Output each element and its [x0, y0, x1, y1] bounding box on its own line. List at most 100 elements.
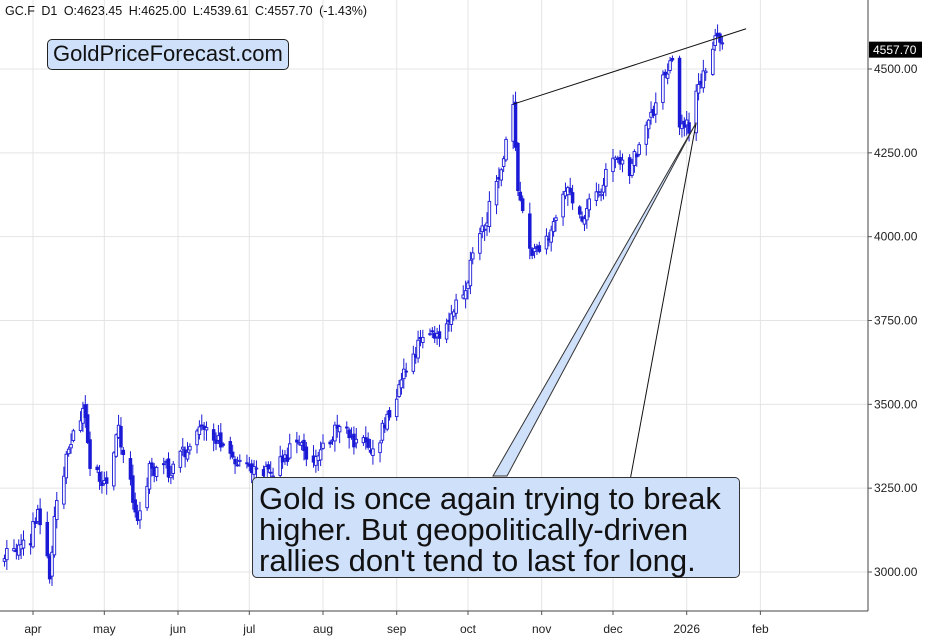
candle-body	[487, 200, 492, 228]
candle-body	[518, 191, 523, 201]
candle-body	[430, 330, 435, 333]
candle-body	[703, 70, 708, 74]
candle-body	[185, 451, 190, 460]
candle-body	[449, 313, 454, 325]
candle-body	[150, 462, 154, 469]
candle-body	[549, 229, 553, 243]
candle-body	[561, 193, 565, 218]
candle-body	[454, 299, 458, 314]
candle-body	[594, 191, 599, 201]
axes: 3000.00 3250.00 3500.00 3750.00 4000.00 4250.…	[24, 41, 922, 636]
change-value: (-1.43%)	[319, 4, 368, 18]
candle-body	[188, 445, 192, 451]
current-price-label: 4557.70	[873, 43, 917, 57]
candle-body	[88, 439, 92, 469]
candle-body	[181, 446, 185, 450]
candle-body	[245, 462, 249, 465]
candle-body	[354, 438, 359, 444]
candle-body	[596, 191, 601, 194]
candle-body	[661, 74, 665, 103]
candle-body	[154, 467, 159, 477]
candle-body	[318, 449, 323, 461]
candle-body	[654, 102, 658, 115]
candle-body	[551, 221, 556, 233]
candle-body	[428, 333, 432, 336]
candle-body	[235, 464, 240, 467]
candle-body	[138, 510, 142, 521]
candle-body	[720, 42, 725, 45]
candle-body	[230, 451, 235, 458]
candle-body	[219, 432, 223, 448]
candle-body	[663, 71, 668, 76]
x-tick-label: aug	[313, 622, 333, 636]
symbol-label: GC.F	[5, 4, 35, 18]
candle-body	[50, 551, 54, 577]
candle-body	[611, 157, 615, 173]
y-tick-label: 4500.00	[874, 62, 918, 76]
candle-body	[499, 169, 504, 181]
candle-body	[121, 449, 126, 456]
annotation-callout: Gold is once again trying to break highe…	[252, 477, 740, 578]
candle-body	[166, 458, 171, 478]
ohlc-header: GC.F D1 O:4623.45 H:4625.00 L:4539.61 C:…	[5, 4, 370, 18]
candle-body	[33, 521, 38, 524]
x-tick-label: jun	[169, 622, 186, 636]
candle-body	[97, 471, 102, 482]
candle-body	[530, 248, 534, 256]
candle-body	[104, 477, 109, 484]
candle-body	[670, 57, 675, 61]
candle-body	[171, 463, 175, 474]
candle-body	[411, 353, 416, 372]
candle-body	[394, 398, 399, 418]
candle-body	[494, 180, 499, 206]
x-tick-label: sep	[387, 622, 407, 636]
candle-body	[197, 426, 202, 435]
candle-body	[665, 73, 670, 79]
candle-body	[585, 208, 589, 221]
candle-body	[169, 474, 173, 479]
y-tick-label: 4000.00	[874, 230, 918, 244]
open-value: O:4623.45	[63, 4, 123, 18]
callout-line-1: Gold is once again trying to break	[259, 481, 721, 516]
timeframe-label: D1	[41, 4, 58, 18]
candle-body	[128, 458, 133, 480]
candle-body	[31, 521, 35, 548]
callout-pointer	[492, 122, 697, 477]
y-tick-label: 3000.00	[874, 565, 918, 579]
brand-badge: GoldPriceForecast.com	[47, 39, 289, 70]
candle-body	[437, 331, 442, 339]
candle-body	[295, 439, 299, 443]
candle-body	[687, 122, 691, 134]
candle-body	[228, 441, 233, 454]
candle-body	[701, 70, 706, 89]
x-tick-label: jul	[242, 622, 255, 636]
candle-body	[16, 544, 21, 556]
candle-body	[478, 233, 482, 254]
candle-body	[587, 198, 591, 211]
candle-body	[513, 101, 518, 148]
trendline	[624, 122, 697, 509]
candle-body	[677, 57, 682, 128]
y-tick-label: 4250.00	[874, 146, 918, 160]
candles	[2, 24, 725, 586]
candle-body	[178, 450, 183, 468]
candle-body	[604, 168, 608, 187]
candle-body	[78, 420, 83, 432]
candle-body	[211, 429, 216, 441]
y-tick-label: 3250.00	[874, 481, 918, 495]
candle-body	[378, 442, 382, 454]
candle-body	[402, 368, 406, 380]
candle-body	[71, 430, 76, 441]
candle-body	[328, 441, 332, 445]
candle-body	[463, 290, 468, 300]
candle-body	[119, 426, 123, 448]
candle-body	[568, 187, 572, 193]
candle-body	[601, 184, 606, 193]
candle-body	[62, 475, 66, 505]
candle-body	[471, 252, 475, 260]
candle-body	[554, 217, 558, 221]
candle-body	[646, 119, 651, 130]
low-value: L:4539.61	[192, 4, 249, 18]
candle-body	[238, 459, 242, 462]
candle-body	[713, 35, 717, 46]
